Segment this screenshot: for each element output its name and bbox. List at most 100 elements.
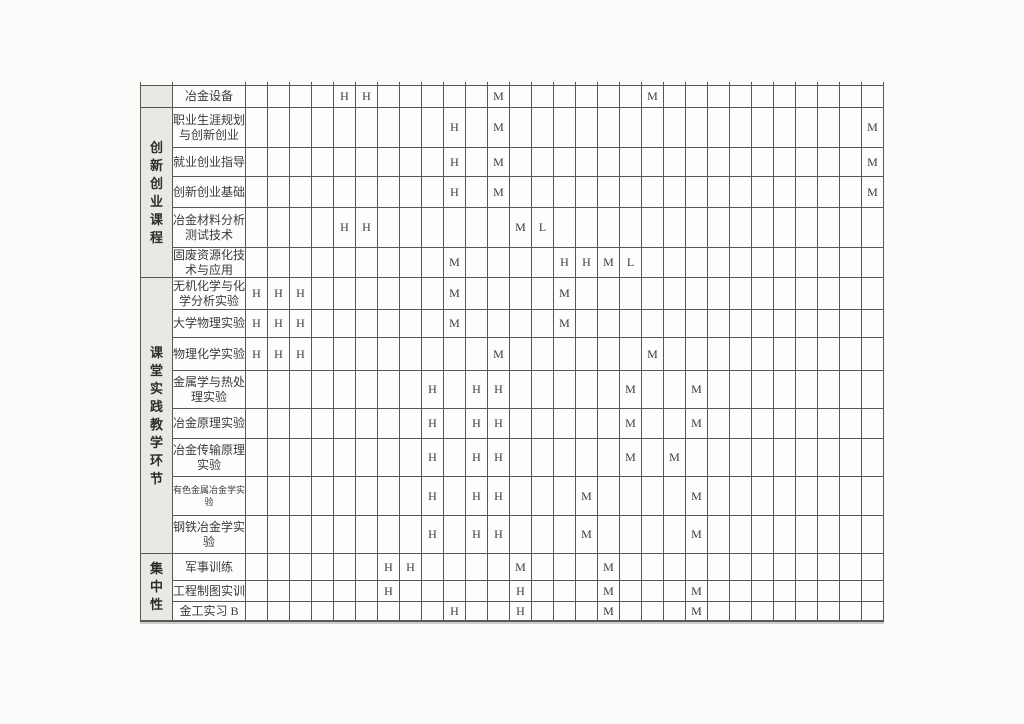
matrix-cell — [620, 108, 642, 148]
support-level-mark: H — [428, 488, 437, 503]
matrix-cell — [400, 208, 422, 248]
matrix-cell — [664, 581, 686, 602]
matrix-cell — [730, 278, 752, 310]
matrix-cell — [444, 516, 466, 554]
matrix-cell — [576, 177, 598, 208]
matrix-cell: M — [686, 409, 708, 439]
matrix-cell: H — [576, 248, 598, 278]
support-level-mark: M — [493, 120, 504, 134]
course-cell: 有色金属冶金学实验 — [173, 477, 246, 516]
matrix-cell — [642, 310, 664, 338]
matrix-cell — [290, 248, 312, 278]
matrix-cell — [466, 310, 488, 338]
matrix-cell — [686, 86, 708, 108]
matrix-cell — [246, 108, 268, 148]
support-level-mark: M — [581, 527, 592, 541]
matrix-cell: M — [488, 338, 510, 371]
matrix-cell — [642, 177, 664, 208]
matrix-cell — [334, 310, 356, 338]
matrix-cell — [378, 371, 400, 409]
matrix-cell — [312, 409, 334, 439]
matrix-cell — [796, 516, 818, 554]
course-name: 固废资源化技 — [173, 248, 246, 262]
matrix-cell — [554, 409, 576, 439]
matrix-cell — [708, 338, 730, 371]
matrix-cell — [840, 310, 862, 338]
matrix-cell — [488, 602, 510, 621]
matrix-cell: M — [686, 371, 708, 409]
matrix-cell — [664, 278, 686, 310]
matrix-cell — [598, 148, 620, 177]
matrix-cell — [400, 177, 422, 208]
matrix-cell — [334, 108, 356, 148]
matrix-cell: H — [488, 371, 510, 409]
matrix-cell: H — [444, 148, 466, 177]
matrix-cell — [818, 477, 840, 516]
support-level-mark: H — [472, 527, 481, 541]
matrix-cell — [796, 108, 818, 148]
matrix-cell: M — [620, 439, 642, 477]
matrix-cell: L — [620, 248, 642, 278]
matrix-cell — [422, 554, 444, 581]
support-level-mark: H — [472, 450, 481, 464]
matrix-cell — [620, 581, 642, 602]
matrix-cell — [862, 439, 884, 477]
matrix-cell — [378, 86, 400, 108]
support-level-mark: H — [516, 603, 525, 618]
matrix-cell — [444, 554, 466, 581]
course-cell: 大学物理实验 — [173, 310, 246, 338]
matrix-cell — [862, 409, 884, 439]
support-level-mark: M — [559, 316, 570, 330]
matrix-cell — [642, 602, 664, 621]
matrix-cell — [334, 409, 356, 439]
matrix-cell — [752, 86, 774, 108]
course-name: 冶金传输原理 — [173, 442, 246, 457]
category-cell: 集中性 — [141, 554, 173, 621]
course-cell: 物理化学实验 — [173, 338, 246, 371]
matrix-cell: M — [444, 248, 466, 278]
matrix-cell: M — [444, 278, 466, 310]
matrix-cell — [840, 477, 862, 516]
category-cell: 课堂实践教学环节 — [141, 278, 173, 554]
matrix-cell — [774, 409, 796, 439]
course-name: 大学物理实验 — [173, 316, 246, 330]
matrix-cell — [576, 278, 598, 310]
matrix-cell — [752, 148, 774, 177]
support-level-mark: H — [494, 382, 503, 396]
matrix-cell — [312, 516, 334, 554]
support-level-mark: H — [494, 527, 503, 541]
matrix-cell — [708, 177, 730, 208]
cut-off-row-cell — [576, 82, 598, 86]
matrix-cell: H — [356, 208, 378, 248]
matrix-cell — [444, 409, 466, 439]
support-level-mark: H — [340, 220, 349, 234]
matrix-cell — [576, 371, 598, 409]
matrix-cell: H — [400, 554, 422, 581]
cut-off-row-cell — [532, 82, 554, 86]
matrix-cell — [290, 108, 312, 148]
matrix-cell — [664, 516, 686, 554]
matrix-cell — [532, 409, 554, 439]
matrix-cell — [818, 86, 840, 108]
matrix-cell: H — [356, 86, 378, 108]
cut-off-row-cell — [444, 82, 466, 86]
matrix-cell — [818, 248, 840, 278]
matrix-cell — [488, 248, 510, 278]
course-cell: 固废资源化技 术与应用 — [173, 248, 246, 278]
matrix-cell — [290, 148, 312, 177]
matrix-cell — [642, 148, 664, 177]
matrix-cell — [796, 371, 818, 409]
matrix-cell — [334, 477, 356, 516]
cut-off-row-cell — [312, 82, 334, 86]
category-label: 课堂实践教学环节 — [149, 344, 163, 486]
matrix-cell — [268, 208, 290, 248]
support-level-mark: H — [274, 316, 283, 330]
matrix-cell — [312, 177, 334, 208]
matrix-cell — [840, 602, 862, 621]
matrix-cell — [510, 310, 532, 338]
matrix-cell — [862, 248, 884, 278]
matrix-cell — [312, 338, 334, 371]
matrix-cell — [510, 516, 532, 554]
matrix-cell — [466, 86, 488, 108]
support-level-mark: H — [428, 416, 437, 430]
